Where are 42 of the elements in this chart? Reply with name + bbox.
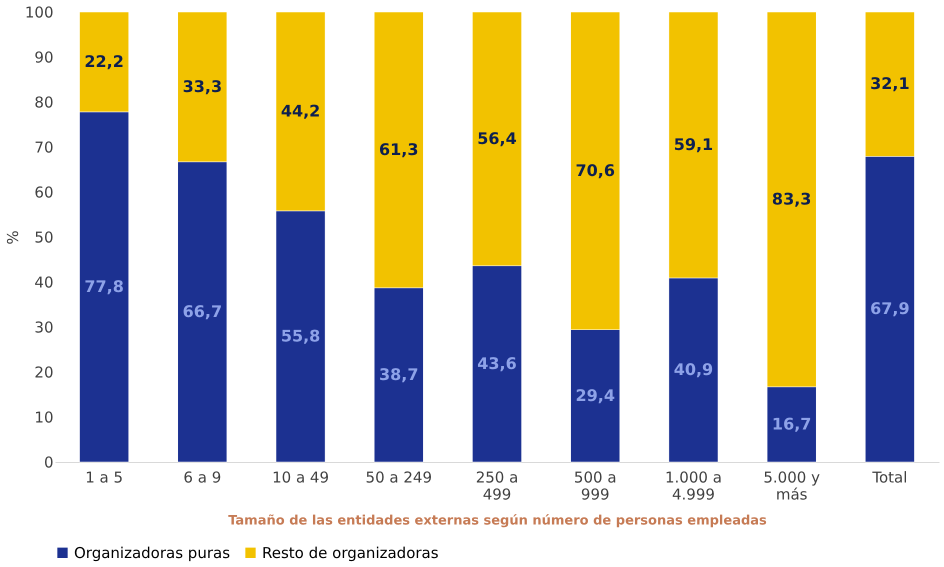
y-tick-label: 10 — [34, 408, 54, 426]
x-tick-label: 10 a 49 — [272, 468, 330, 486]
data-label: 56,4 — [477, 128, 517, 148]
legend-label: Organizadoras puras — [74, 544, 230, 562]
data-label: 44,2 — [280, 101, 320, 120]
y-axis-title: % — [4, 230, 22, 245]
x-tick-label: 1 a 5 — [85, 468, 124, 486]
data-label: 22,2 — [84, 52, 124, 71]
x-tick-label: 6 a 9 — [183, 468, 222, 486]
x-tick-label: 5.000 y más — [763, 468, 820, 504]
x-tick-label: Total — [871, 468, 908, 486]
data-label: 55,8 — [280, 326, 320, 346]
y-tick-label: 20 — [34, 364, 54, 382]
data-label: 70,6 — [575, 160, 615, 180]
y-tick-label: 90 — [34, 48, 54, 66]
data-label: 32,1 — [870, 74, 910, 94]
y-tick-label: 40 — [34, 274, 54, 292]
data-label: 33,3 — [182, 76, 222, 96]
y-tick-label: 60 — [34, 184, 54, 202]
data-label: 29,4 — [575, 386, 615, 405]
x-tick-label: 500 a 999 — [574, 468, 617, 504]
data-label: 83,3 — [772, 189, 812, 208]
y-tick-label: 100 — [24, 4, 54, 22]
y-tick-label: 70 — [34, 138, 54, 156]
x-tick-label: 1.000 a 4.999 — [664, 468, 722, 504]
y-tick-label: 50 — [34, 228, 54, 246]
legend-label: Resto de organizadoras — [262, 544, 439, 562]
data-label: 40,9 — [674, 360, 714, 379]
data-label: 77,8 — [84, 276, 124, 296]
data-label: 38,7 — [379, 364, 419, 384]
data-label: 43,6 — [477, 354, 517, 373]
data-label: 61,3 — [379, 140, 419, 159]
y-tick-label: 0 — [44, 454, 54, 472]
data-label: 67,9 — [870, 299, 910, 318]
y-tick-label: 80 — [34, 94, 54, 112]
data-label: 59,1 — [674, 134, 714, 154]
x-tick-label: 250 a 499 — [476, 468, 518, 504]
x-tick-label: 50 a 249 — [366, 468, 432, 486]
data-label: 66,7 — [182, 302, 222, 321]
data-label: 16,7 — [772, 414, 812, 434]
x-axis-title: Tamaño de las entidades externas según número de personas empleadas — [228, 514, 768, 528]
y-tick-label: 30 — [34, 318, 54, 336]
